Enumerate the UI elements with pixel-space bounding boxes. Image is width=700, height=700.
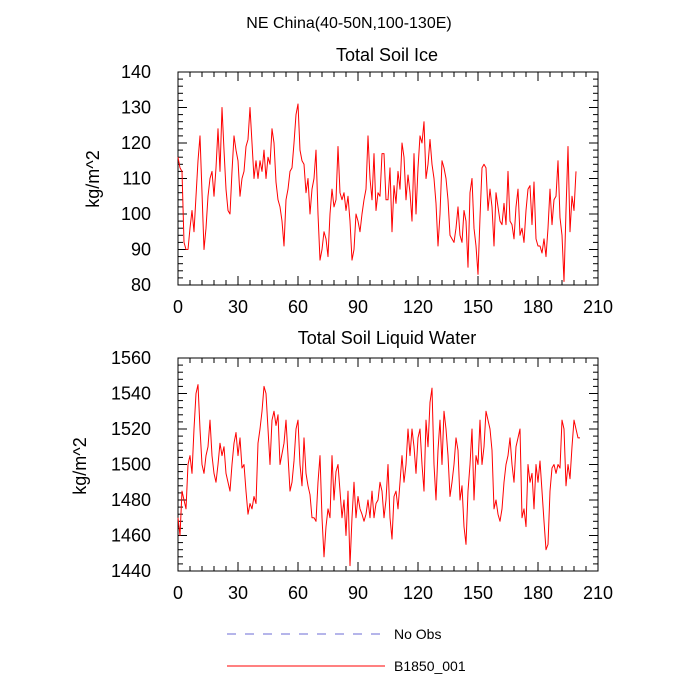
series-line-b1850-001 [177,384,580,567]
plot-frame [177,71,599,286]
legend-label-no-obs: No Obs [394,626,441,642]
y-tick-label: 100 [121,204,151,224]
y-tick-label: 120 [121,133,151,153]
y-tick-label: 1520 [111,419,151,439]
y-tick-label: 140 [121,62,151,82]
x-tick-label: 0 [173,583,183,603]
y-axis-label: kg/m^2 [83,150,103,207]
legend: No Obs B1850_001 [227,626,466,674]
x-tick-label: 150 [463,583,493,603]
legend-label-b1850-001: B1850_001 [394,658,466,674]
x-tick-label: 30 [228,297,248,317]
x-tick-label: 90 [348,583,368,603]
chart-title: Total Soil Ice [336,45,438,65]
y-tick-label: 110 [122,169,151,189]
x-tick-label: 210 [583,583,613,603]
x-tick-label: 180 [523,297,553,317]
y-tick-label: 80 [131,275,151,295]
chart-title: Total Soil Liquid Water [298,328,476,348]
y-tick-label: 1540 [111,384,151,404]
x-tick-label: 180 [523,583,553,603]
series-line-b1850-001 [177,103,577,282]
x-tick-label: 30 [228,583,248,603]
y-axis-label: kg/m^2 [70,437,90,494]
chart-total-soil-ice: Total Soil Ice kg/m^2 0 30 60 90 120 150 180 21… [83,45,613,317]
x-tick-label: 150 [463,297,493,317]
x-tick-label: 60 [288,583,308,603]
y-tick-label: 1560 [111,348,151,368]
x-tick-label: 120 [403,583,433,603]
figure-suptitle: NE China(40-50N,100-130E) [246,15,451,32]
x-tick-label: 0 [173,297,183,317]
x-tick-label: 120 [403,297,433,317]
y-tick-label: 90 [131,240,151,260]
y-tick-label: 130 [121,98,151,118]
y-tick-label: 1440 [111,561,151,581]
x-tick-label: 90 [348,297,368,317]
x-tick-label: 60 [288,297,308,317]
x-tick-label: 210 [583,297,613,317]
y-tick-label: 1480 [111,490,151,510]
y-tick-label: 1500 [111,455,151,475]
y-tick-label: 1460 [111,526,151,546]
chart-total-soil-liquid-water: Total Soil Liquid Water kg/m^2 0 30 60 90 12… [70,328,613,603]
